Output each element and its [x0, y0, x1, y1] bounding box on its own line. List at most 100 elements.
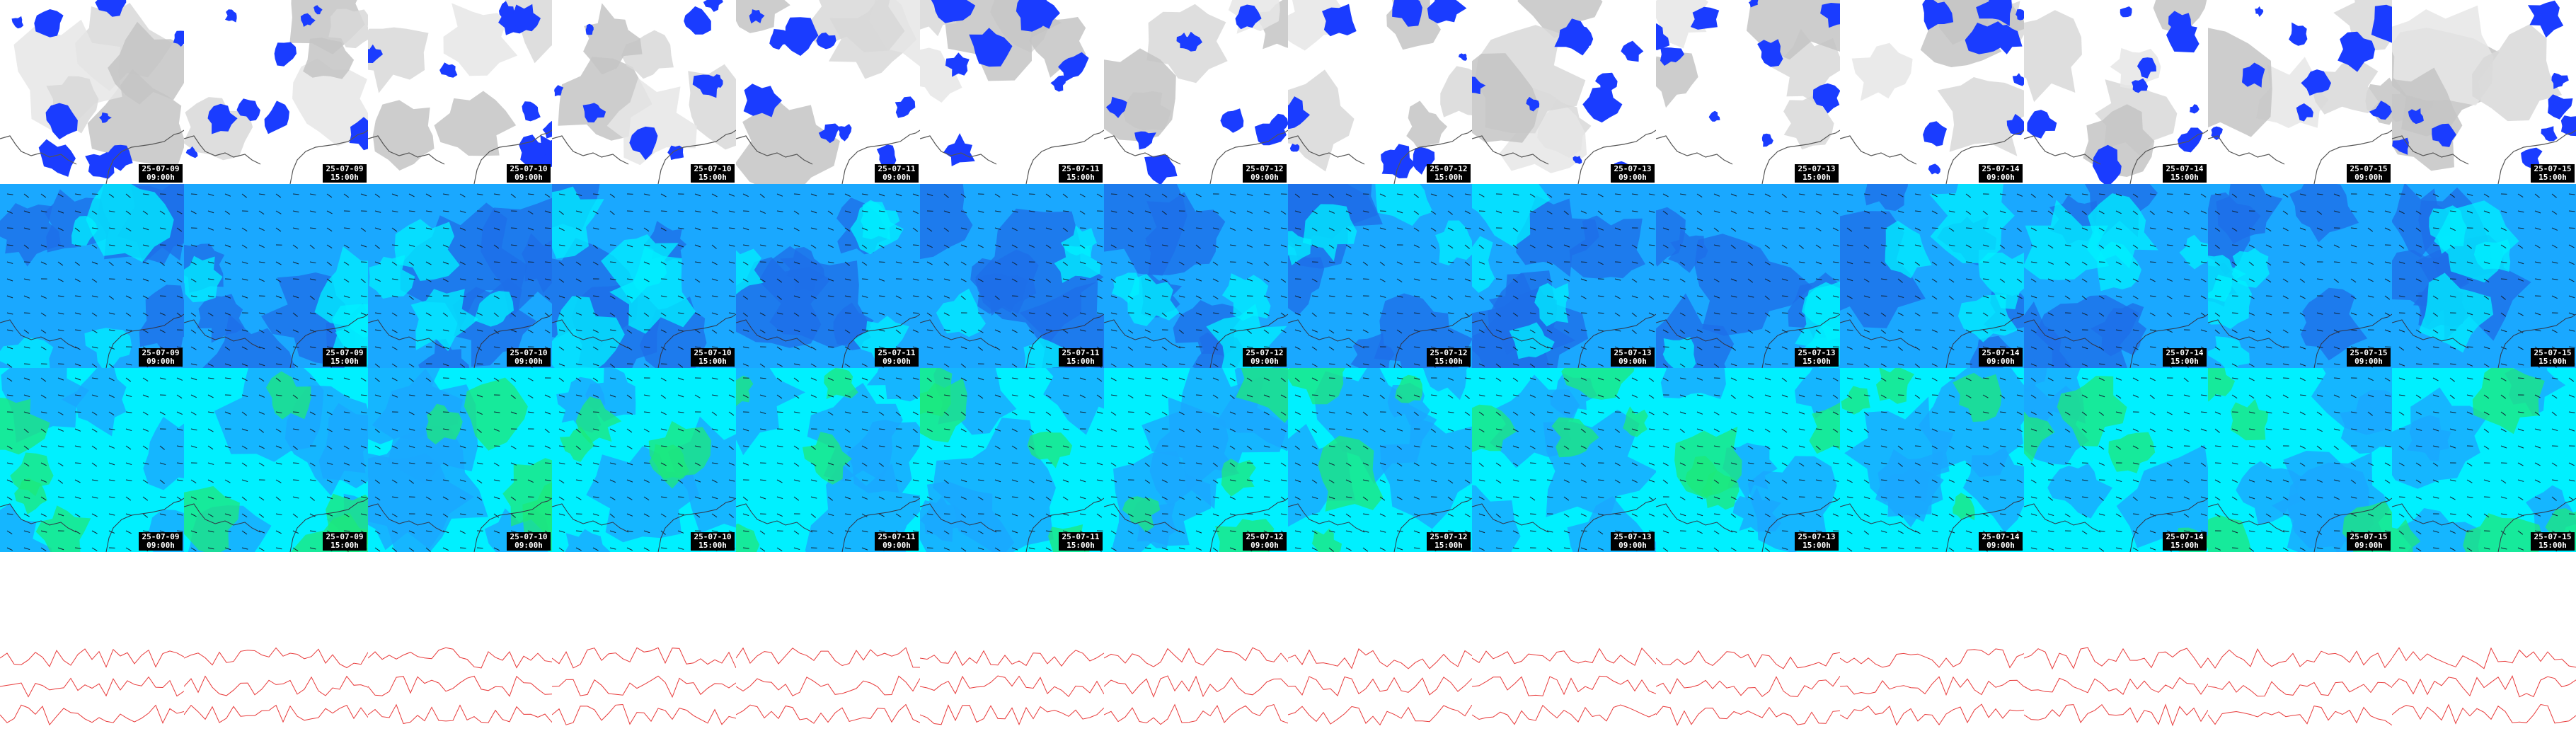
map-panel-wind-upper: 25-07-15 09:00h [2208, 184, 2392, 368]
timestamp-time: 09:00h [882, 357, 911, 366]
timestamp-time: 09:00h [2354, 357, 2383, 366]
timestamp-label: 25-07-11 09:00h [875, 164, 919, 183]
map-panel-precip: 25-07-09 15:00h [184, 0, 368, 184]
timestamp-date: 25-07-15 [2350, 165, 2388, 173]
timestamp-time: 09:00h [1618, 541, 1647, 550]
timestamp-date: 25-07-15 [2534, 349, 2572, 357]
map-image [2392, 0, 2576, 184]
timestamp-label: 25-07-13 09:00h [1611, 164, 1655, 183]
timestamp-time: 09:00h [146, 357, 175, 366]
panel-row-precip: 25-07-09 09:00h 25-07-09 15:00h 25-07-10 09:0… [0, 0, 2576, 184]
map-image [2392, 368, 2576, 552]
timestamp-date: 25-07-10 [694, 349, 732, 357]
map-image [1288, 552, 1472, 736]
timestamp-date: 25-07-15 [2350, 533, 2388, 541]
map-panel-wind-upper: 25-07-14 09:00h [1840, 184, 2024, 368]
map-panel-contour [0, 552, 184, 736]
timestamp-time: 15:00h [1434, 541, 1463, 550]
timestamp-date: 25-07-13 [1798, 349, 1836, 357]
timestamp-date: 25-07-13 [1614, 533, 1652, 541]
map-panel-wind-upper: 25-07-14 15:00h [2024, 184, 2208, 368]
timestamp-label: 25-07-09 09:00h [139, 532, 183, 551]
timestamp-date: 25-07-12 [1430, 533, 1468, 541]
timestamp-time: 09:00h [882, 541, 911, 550]
timestamp-label: 25-07-09 09:00h [139, 348, 183, 367]
timestamp-date: 25-07-14 [1982, 165, 2020, 173]
timestamp-label: 25-07-15 09:00h [2347, 348, 2391, 367]
map-panel-wind-lower: 25-07-14 15:00h [2024, 368, 2208, 552]
timestamp-time: 15:00h [1066, 541, 1095, 550]
timestamp-time: 15:00h [698, 541, 727, 550]
map-image [552, 552, 736, 736]
timestamp-date: 25-07-12 [1430, 165, 1468, 173]
map-panel-wind-lower: 25-07-11 15:00h [920, 368, 1104, 552]
map-image [2024, 368, 2208, 552]
map-panel-wind-upper: 25-07-12 09:00h [1104, 184, 1288, 368]
timestamp-time: 09:00h [1618, 173, 1647, 182]
map-panel-wind-lower: 25-07-09 09:00h [0, 368, 184, 552]
map-image [736, 0, 920, 184]
timestamp-label: 25-07-09 15:00h [323, 164, 367, 183]
timestamp-time: 15:00h [2170, 357, 2199, 366]
map-image [1104, 552, 1288, 736]
timestamp-label: 25-07-14 09:00h [1979, 532, 2023, 551]
map-panel-precip: 25-07-15 15:00h [2392, 0, 2576, 184]
map-image [1104, 368, 1288, 552]
map-panel-wind-lower: 25-07-10 09:00h [368, 368, 552, 552]
map-panel-wind-lower: 25-07-12 15:00h [1288, 368, 1472, 552]
map-panel-wind-lower: 25-07-15 15:00h [2392, 368, 2576, 552]
map-panel-precip: 25-07-14 09:00h [1840, 0, 2024, 184]
map-panel-wind-lower: 25-07-13 09:00h [1472, 368, 1656, 552]
timestamp-date: 25-07-14 [2166, 349, 2204, 357]
timestamp-date: 25-07-09 [142, 165, 180, 173]
map-image [1656, 368, 1840, 552]
timestamp-label: 25-07-10 15:00h [691, 348, 735, 367]
map-panel-precip: 25-07-14 15:00h [2024, 0, 2208, 184]
timestamp-date: 25-07-11 [878, 349, 916, 357]
timestamp-label: 25-07-10 09:00h [507, 532, 551, 551]
timestamp-label: 25-07-12 09:00h [1243, 348, 1287, 367]
timestamp-label: 25-07-10 15:00h [691, 164, 735, 183]
timestamp-label: 25-07-10 15:00h [691, 532, 735, 551]
map-panel-wind-upper: 25-07-09 09:00h [0, 184, 184, 368]
timestamp-time: 15:00h [1066, 173, 1095, 182]
map-panel-wind-upper: 25-07-09 15:00h [184, 184, 368, 368]
map-image [1472, 552, 1656, 736]
map-image [552, 0, 736, 184]
map-panel-precip: 25-07-10 15:00h [552, 0, 736, 184]
timestamp-label: 25-07-14 09:00h [1979, 164, 2023, 183]
map-panel-wind-lower: 25-07-12 09:00h [1104, 368, 1288, 552]
timestamp-label: 25-07-14 15:00h [2163, 348, 2207, 367]
timestamp-date: 25-07-09 [326, 165, 364, 173]
timestamp-time: 15:00h [2170, 541, 2199, 550]
timestamp-date: 25-07-14 [2166, 165, 2204, 173]
timestamp-time: 15:00h [2538, 541, 2567, 550]
timestamp-time: 15:00h [1434, 357, 1463, 366]
map-image [2208, 368, 2392, 552]
timestamp-label: 25-07-13 15:00h [1795, 532, 1839, 551]
map-image [2024, 0, 2208, 184]
timestamp-time: 09:00h [1986, 541, 2015, 550]
timestamp-label: 25-07-15 09:00h [2347, 532, 2391, 551]
map-panel-wind-upper: 25-07-12 15:00h [1288, 184, 1472, 368]
timestamp-label: 25-07-11 09:00h [875, 348, 919, 367]
timestamp-date: 25-07-10 [510, 349, 548, 357]
timestamp-time: 09:00h [514, 541, 543, 550]
timestamp-time: 09:00h [1250, 357, 1279, 366]
timestamp-label: 25-07-12 15:00h [1427, 164, 1471, 183]
timestamp-date: 25-07-10 [510, 165, 548, 173]
map-panel-wind-lower: 25-07-11 09:00h [736, 368, 920, 552]
map-image [1656, 552, 1840, 736]
map-image [368, 368, 552, 552]
map-panel-contour [1656, 552, 1840, 736]
timestamp-time: 09:00h [1986, 357, 2015, 366]
timestamp-label: 25-07-10 09:00h [507, 348, 551, 367]
timestamp-label: 25-07-15 15:00h [2531, 348, 2575, 367]
timestamp-time: 09:00h [514, 173, 543, 182]
timestamp-time: 09:00h [2354, 173, 2383, 182]
timestamp-date: 25-07-15 [2534, 165, 2572, 173]
map-image [920, 552, 1104, 736]
map-panel-contour [552, 552, 736, 736]
map-image [368, 184, 552, 368]
